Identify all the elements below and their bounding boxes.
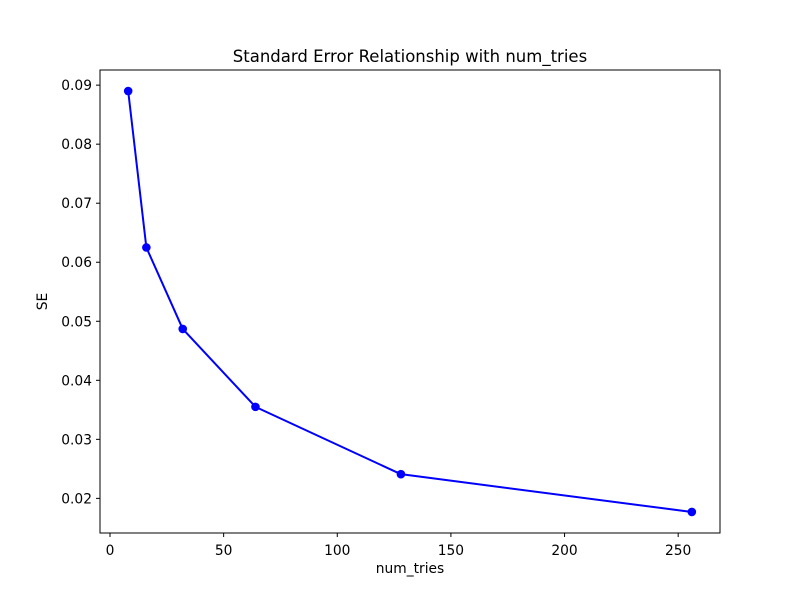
x-tick-label: 250 [665,543,691,559]
data-point-marker [178,324,188,334]
plot-area [99,69,721,534]
y-tick-label: 0.08 [61,137,92,153]
chart-title: Standard Error Relationship with num_tri… [233,47,587,67]
series-markers [123,86,697,517]
y-tick-label: 0.06 [61,255,92,271]
x-tick-label: 0 [106,543,115,559]
data-point-marker [142,243,151,252]
data-point-marker [251,402,260,412]
x-axis-label: num_tries [376,561,444,577]
y-tick-label: 0.09 [61,78,92,94]
y-axis-label: SE [35,293,51,310]
x-tick-label: 200 [551,543,577,559]
y-axis-ticks: 0.02 0.03 0.04 0.05 0.06 0.07 0.08 0.09 [61,78,100,507]
y-tick-label: 0.02 [61,491,92,507]
y-tick-label: 0.07 [61,196,92,212]
data-point-marker [396,469,406,479]
x-tick-label: 50 [215,543,233,559]
y-tick-label: 0.05 [61,314,92,330]
data-point-marker [687,507,697,517]
x-tick-label: 150 [438,543,464,559]
y-tick-label: 0.04 [61,373,92,389]
x-tick-label: 100 [324,543,350,559]
series-line [127,90,693,513]
x-axis-ticks: 0 50 100 150 200 250 [106,533,691,559]
data-point-marker [123,86,133,96]
y-tick-label: 0.03 [61,432,92,448]
